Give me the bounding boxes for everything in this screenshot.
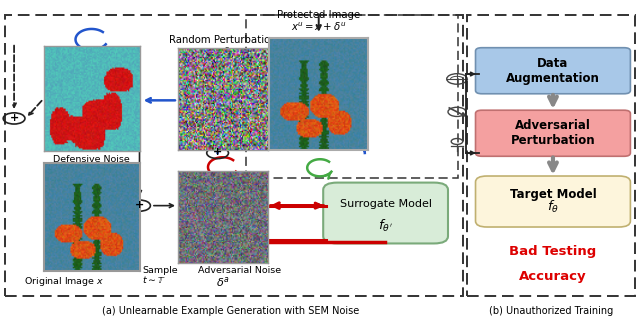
Text: Original Image $x$: Original Image $x$ bbox=[24, 275, 104, 288]
FancyBboxPatch shape bbox=[476, 110, 630, 156]
Text: Defensive Noise: Defensive Noise bbox=[53, 155, 130, 164]
Text: +: + bbox=[10, 113, 19, 123]
Text: Surrogate Model: Surrogate Model bbox=[340, 199, 431, 209]
Text: (a) Unlearnable Example Generation with SEM Noise: (a) Unlearnable Example Generation with … bbox=[102, 306, 359, 316]
Text: Random Perturbation: Random Perturbation bbox=[169, 35, 276, 44]
Text: Adversarial
Perturbation: Adversarial Perturbation bbox=[511, 119, 595, 147]
Text: +: + bbox=[135, 200, 144, 210]
Text: +: + bbox=[213, 147, 222, 157]
Bar bbox=[5, 15, 463, 296]
FancyBboxPatch shape bbox=[323, 183, 448, 243]
Bar bbox=[467, 15, 635, 296]
Text: Protected Image: Protected Image bbox=[277, 10, 360, 20]
Text: Accuracy: Accuracy bbox=[519, 270, 587, 283]
Text: $x^u = x + \delta^u$: $x^u = x + \delta^u$ bbox=[291, 20, 346, 33]
Text: Data
Augmentation: Data Augmentation bbox=[506, 57, 600, 85]
Text: $f_\theta$: $f_\theta$ bbox=[547, 199, 559, 215]
Text: Sample: Sample bbox=[142, 266, 178, 274]
Text: $\delta^\mathrm{r}$: $\delta^\mathrm{r}$ bbox=[216, 47, 230, 61]
Text: $\delta^u$: $\delta^u$ bbox=[84, 165, 99, 179]
Bar bbox=[246, 15, 458, 178]
Text: (b) Unauthorized Training: (b) Unauthorized Training bbox=[489, 306, 613, 316]
Text: Target Model: Target Model bbox=[509, 189, 596, 201]
Text: $t \sim \mathbb{T}$: $t \sim \mathbb{T}$ bbox=[142, 274, 166, 285]
Text: Adversarial Noise: Adversarial Noise bbox=[198, 266, 282, 274]
Text: $f_{\theta'}$: $f_{\theta'}$ bbox=[378, 218, 393, 234]
Text: $\delta^a$: $\delta^a$ bbox=[216, 275, 230, 290]
Text: Bad Testing: Bad Testing bbox=[509, 245, 596, 258]
FancyBboxPatch shape bbox=[476, 176, 630, 227]
FancyBboxPatch shape bbox=[476, 48, 630, 94]
